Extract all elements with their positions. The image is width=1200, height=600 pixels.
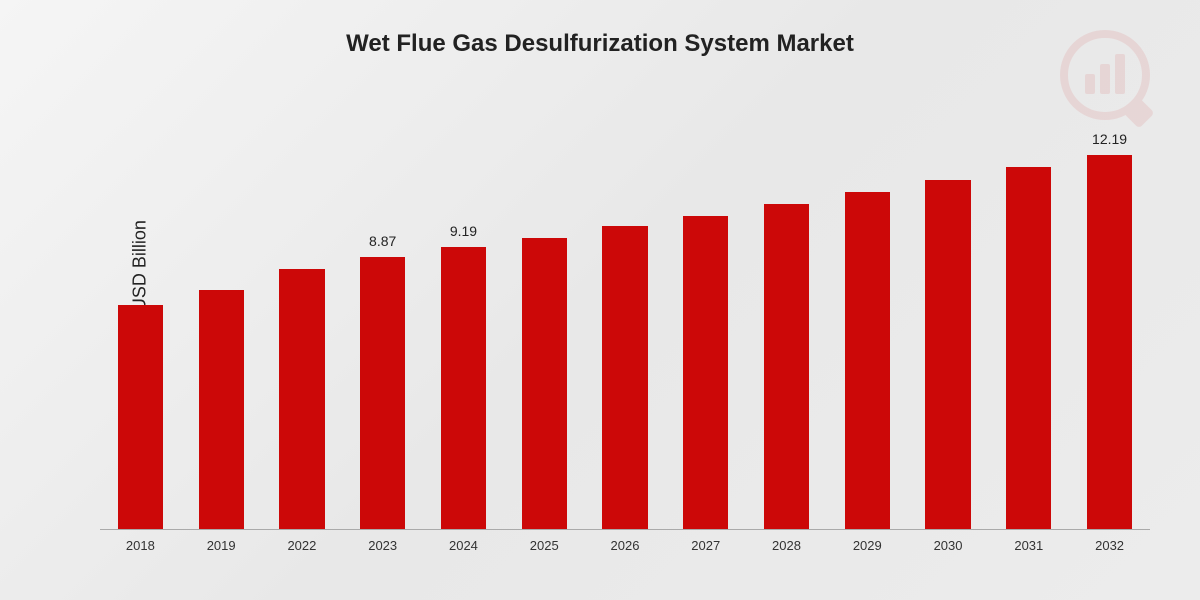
bar [360,257,405,529]
bar [764,204,809,529]
x-axis-labels: 2018201920222023202420252026202720282029… [100,530,1150,560]
x-tick-label: 2019 [181,530,262,560]
bar-column: 12.19 [1069,100,1150,529]
plot-area: 8.87 9.19 12.19 [100,100,1150,530]
bar-column [262,100,343,529]
bar [602,226,647,529]
x-tick-label: 2024 [423,530,504,560]
x-tick-label: 2030 [908,530,989,560]
bar [441,247,486,529]
bar-column [665,100,746,529]
bar-column [746,100,827,529]
x-tick-label: 2025 [504,530,585,560]
chart-title: Wet Flue Gas Desulfurization System Mark… [0,0,1200,68]
bar-column [504,100,585,529]
bar [925,180,970,529]
bars-container: 8.87 9.19 12.19 [100,100,1150,529]
bar-column [827,100,908,529]
x-tick-label: 2028 [746,530,827,560]
bar-column: 9.19 [423,100,504,529]
x-tick-label: 2023 [342,530,423,560]
bar-value-label: 12.19 [1092,131,1127,149]
x-tick-label: 2031 [988,530,1069,560]
x-tick-label: 2026 [585,530,666,560]
x-tick-label: 2022 [262,530,343,560]
bar [279,269,324,529]
bar-column [585,100,666,529]
bar [522,238,567,529]
x-tick-label: 2029 [827,530,908,560]
bar [845,192,890,529]
x-tick-label: 2032 [1069,530,1150,560]
bar [1006,167,1051,529]
bar [199,290,244,529]
bar [683,216,728,529]
bar-column [181,100,262,529]
bar-value-label: 9.19 [450,223,477,241]
bar [118,305,163,529]
bar-column: 8.87 [342,100,423,529]
bar-column [100,100,181,529]
x-tick-label: 2018 [100,530,181,560]
chart-area: Market Value in USD Billion 8.879.1912.1… [70,100,1160,560]
bar-column [988,100,1069,529]
x-tick-label: 2027 [665,530,746,560]
bar-value-label: 8.87 [369,233,396,251]
bar [1087,155,1132,529]
bar-column [908,100,989,529]
